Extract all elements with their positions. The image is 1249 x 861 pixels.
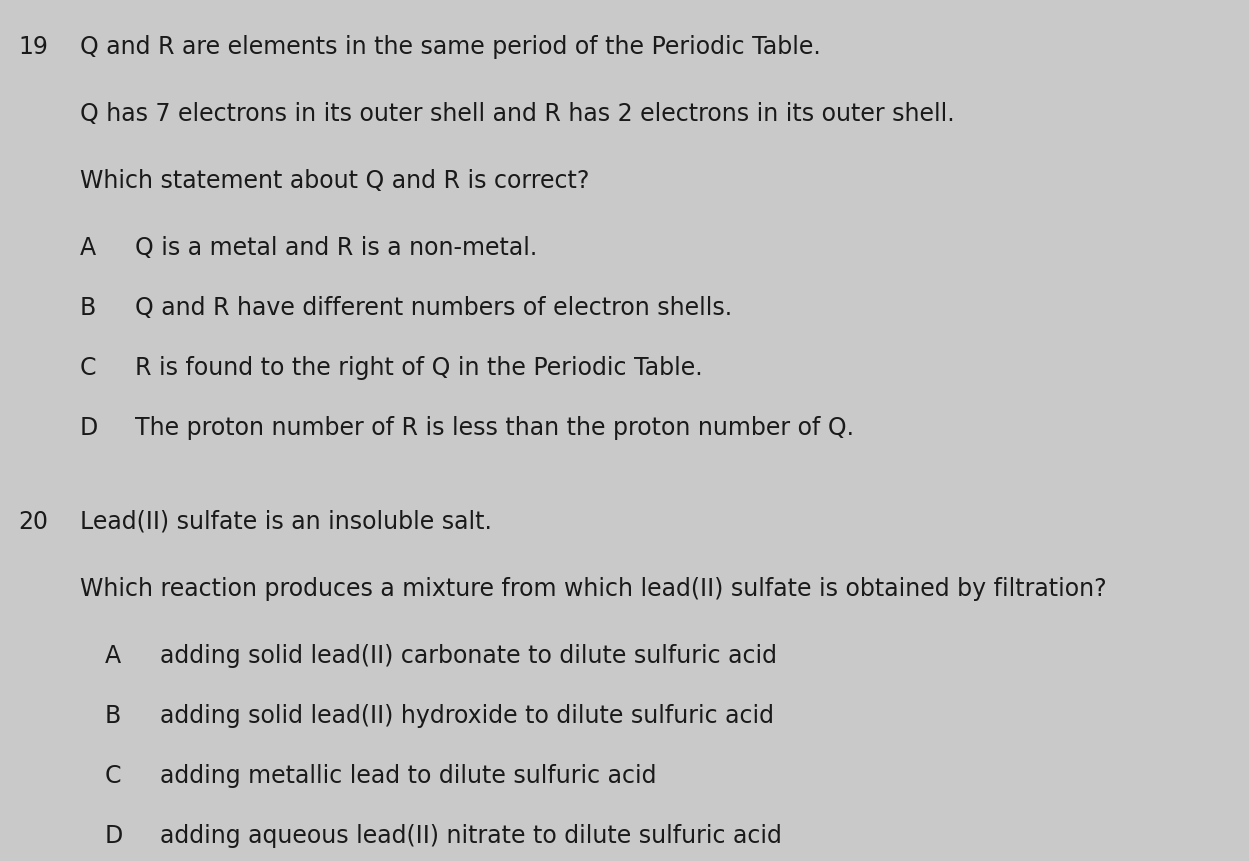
Text: B: B [80,296,96,320]
Text: adding solid lead(II) carbonate to dilute sulfuric acid: adding solid lead(II) carbonate to dilut… [160,644,777,668]
Text: Q has 7 electrons in its outer shell and R has 2 electrons in its outer shell.: Q has 7 electrons in its outer shell and… [80,102,954,126]
Text: adding metallic lead to dilute sulfuric acid: adding metallic lead to dilute sulfuric … [160,764,657,788]
Text: Q and R are elements in the same period of the Periodic Table.: Q and R are elements in the same period … [80,35,821,59]
Text: Q and R have different numbers of electron shells.: Q and R have different numbers of electr… [135,296,732,320]
Text: Which statement about Q and R is correct?: Which statement about Q and R is correct… [80,169,590,193]
Text: Q is a metal and R is a non-metal.: Q is a metal and R is a non-metal. [135,236,537,260]
Text: R is found to the right of Q in the Periodic Table.: R is found to the right of Q in the Peri… [135,356,703,380]
Text: adding solid lead(II) hydroxide to dilute sulfuric acid: adding solid lead(II) hydroxide to dilut… [160,704,774,728]
Text: B: B [105,704,121,728]
Text: C: C [105,764,121,788]
Text: Lead(II) sulfate is an insoluble salt.: Lead(II) sulfate is an insoluble salt. [80,510,492,534]
Text: 20: 20 [17,510,47,534]
Text: 19: 19 [17,35,47,59]
Text: D: D [80,416,99,440]
Text: Which reaction produces a mixture from which lead(II) sulfate is obtained by fil: Which reaction produces a mixture from w… [80,577,1107,601]
Text: C: C [80,356,96,380]
Text: A: A [80,236,96,260]
Text: A: A [105,644,121,668]
Text: The proton number of R is less than the proton number of Q.: The proton number of R is less than the … [135,416,854,440]
Text: adding aqueous lead(II) nitrate to dilute sulfuric acid: adding aqueous lead(II) nitrate to dilut… [160,824,782,848]
Text: D: D [105,824,124,848]
